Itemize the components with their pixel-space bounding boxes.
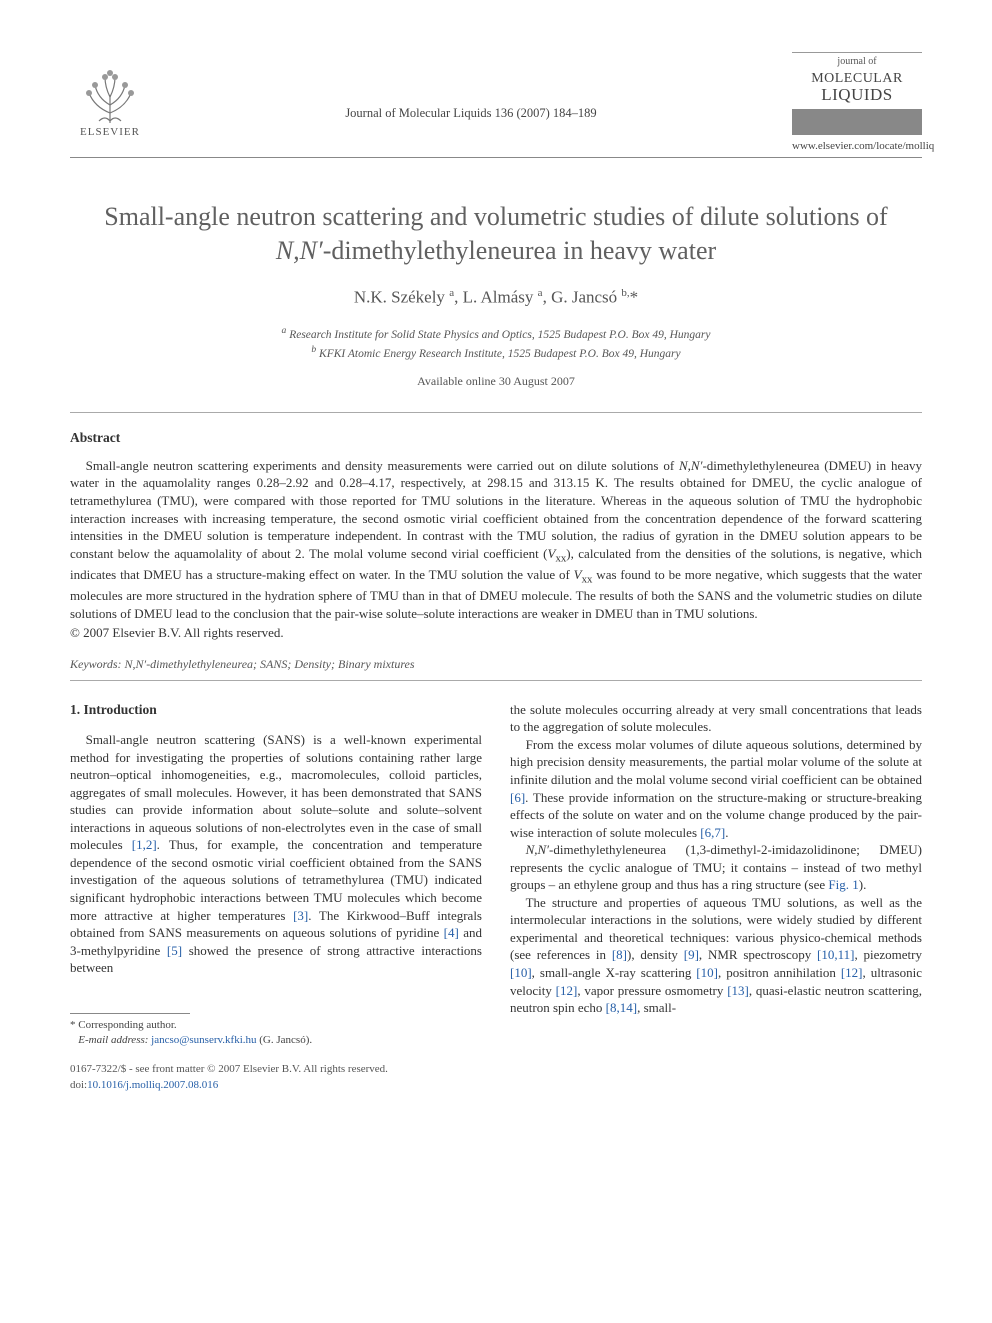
publisher-logo: ELSEVIER [70,50,150,140]
article-title: Small-angle neutron scattering and volum… [100,200,892,268]
abstract-top-rule [70,412,922,413]
intro-para-2: From the excess molar volumes of dilute … [510,736,922,841]
email-tail: (G. Jancsó). [259,1034,312,1046]
available-online: Available online 30 August 2007 [70,373,922,389]
journal-logo-band [792,109,922,135]
email-label: E-mail address: [78,1034,148,1046]
corr-label: * Corresponding author. [70,1019,177,1031]
header-rule [70,157,922,158]
keywords: Keywords: N,N′-dimethylethyleneurea; SAN… [70,656,922,672]
journal-logo-line2: LIQUIDS [821,85,893,104]
publisher-name: ELSEVIER [80,125,140,140]
footnote-rule [70,1013,190,1014]
abstract-heading: Abstract [70,429,922,447]
intro-para-1-cont: the solute molecules occurring already a… [510,701,922,736]
intro-para-4: The structure and properties of aqueous … [510,894,922,1017]
elsevier-tree-icon [75,65,145,125]
journal-logo-title: MOLECULAR LIQUIDS [792,69,922,109]
front-matter: 0167-7322/$ - see front matter © 2007 El… [70,1063,388,1075]
body-columns: 1. Introduction Small-angle neutron scat… [70,701,922,1049]
page-footer: 0167-7322/$ - see front matter © 2007 El… [70,1062,922,1093]
journal-logo: journal of MOLECULAR LIQUIDS www.elsevie… [792,50,922,153]
email-link[interactable]: jancso@sunserv.kfki.hu [151,1034,256,1046]
copyright: © 2007 Elsevier B.V. All rights reserved… [70,624,922,642]
journal-logo-line1: MOLECULAR [811,71,903,86]
journal-logo-small: journal of [792,52,922,69]
column-left: 1. Introduction Small-angle neutron scat… [70,701,482,1049]
page-header: ELSEVIER Journal of Molecular Liquids 13… [70,50,922,153]
authors: N.K. Székely a, L. Almásy a, G. Jancsó b… [70,286,922,310]
journal-url[interactable]: www.elsevier.com/locate/molliq [792,139,922,154]
doi-link[interactable]: 10.1016/j.molliq.2007.08.016 [87,1079,218,1091]
abstract-bottom-rule [70,680,922,681]
section-1-heading: 1. Introduction [70,701,482,719]
doi-label: doi: [70,1079,87,1091]
intro-para-1: Small-angle neutron scattering (SANS) is… [70,731,482,977]
affiliations: a Research Institute for Solid State Phy… [70,324,922,362]
journal-reference: Journal of Molecular Liquids 136 (2007) … [150,50,792,122]
corresponding-author-footnote: * Corresponding author. E-mail address: … [70,1018,482,1049]
affiliation-b: KFKI Atomic Energy Research Institute, 1… [319,347,681,359]
affiliation-a: Research Institute for Solid State Physi… [289,328,710,340]
intro-para-3: N,N′-dimethylethyleneurea (1,3-dimethyl-… [510,841,922,894]
abstract-body: Small-angle neutron scattering experimen… [70,457,922,622]
column-right: the solute molecules occurring already a… [510,701,922,1049]
